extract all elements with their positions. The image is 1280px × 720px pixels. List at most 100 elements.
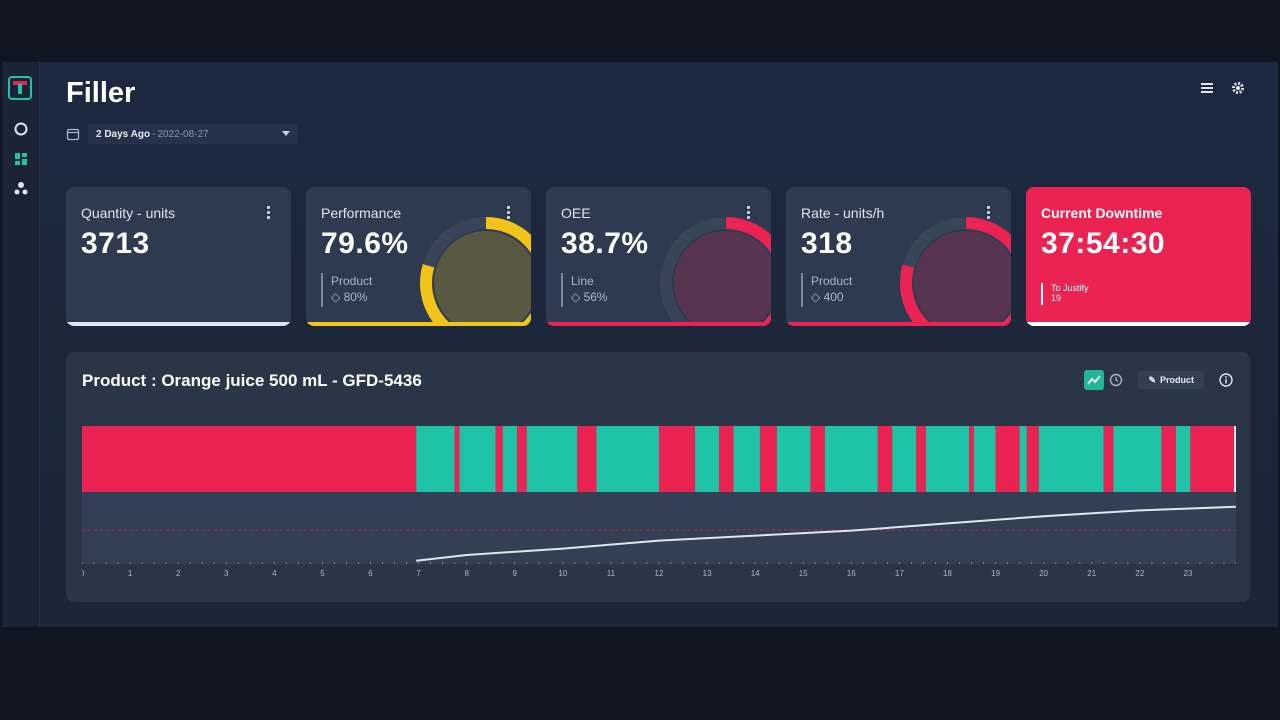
letterbox-top xyxy=(0,0,1280,62)
sidebar xyxy=(2,62,40,627)
gauge-arc xyxy=(420,217,531,326)
timeline-segment-stopped[interactable] xyxy=(719,426,734,492)
timeline-segment-stopped[interactable] xyxy=(517,426,527,492)
kpi-label: Rate - units/h xyxy=(801,205,885,221)
timeline-segment-stopped[interactable] xyxy=(995,426,1020,492)
production-timeline[interactable] xyxy=(82,426,1236,492)
date-range-value: 2022-08-27 xyxy=(157,128,209,140)
kebab-menu-icon[interactable] xyxy=(747,206,751,220)
kebab-menu-icon[interactable] xyxy=(267,206,271,220)
gear-icon[interactable] xyxy=(1230,80,1246,96)
kpi-card-performance[interactable]: Performance 79.6% Product ◇ 80% xyxy=(306,187,531,326)
timeline-segment-running[interactable] xyxy=(925,426,970,492)
timeline-segment-stopped[interactable] xyxy=(82,426,417,492)
x-tick-label: 17 xyxy=(895,569,904,578)
timeline-segment-running[interactable] xyxy=(526,426,578,492)
kpi-status-bar xyxy=(66,322,291,326)
timeline-segment-stopped[interactable] xyxy=(759,426,777,492)
cumulative-chart xyxy=(82,492,1236,564)
x-tick-label: 12 xyxy=(655,569,664,578)
date-filter-row: 2 Days Ago - 2022-08-27 xyxy=(66,124,298,144)
date-separator: - xyxy=(152,128,156,140)
date-range-label: 2 Days Ago xyxy=(96,128,151,140)
kpi-card-quantity[interactable]: Quantity - units 3713 xyxy=(66,187,291,326)
timeline-segment-running[interactable] xyxy=(1113,426,1162,492)
app-window: Filler 2 Days Ago - 2022-08-27 Quantity … xyxy=(2,62,1278,627)
x-tick-label: 22 xyxy=(1135,569,1144,578)
product-button[interactable]: ✎ Product xyxy=(1138,371,1204,389)
panel-title: Product : Orange juice 500 mL - GFD-5436 xyxy=(82,371,422,390)
timeline-segment-stopped[interactable] xyxy=(916,426,926,492)
timeline-segment-running[interactable] xyxy=(824,426,878,492)
x-tick-label: 23 xyxy=(1183,569,1192,578)
timeline-segment-running[interactable] xyxy=(459,426,496,492)
timeline-segment-running[interactable] xyxy=(695,426,720,492)
timeline-segment-running[interactable] xyxy=(733,426,760,492)
kpi-target-value: ◇ 56% xyxy=(571,290,608,304)
kebab-menu-icon[interactable] xyxy=(507,206,511,220)
x-tick-label: 3 xyxy=(224,569,229,578)
kpi-status-bar xyxy=(546,322,771,326)
timeline-segment-stopped[interactable] xyxy=(1161,426,1176,492)
timeline-segment-stopped[interactable] xyxy=(877,426,893,492)
x-tick-label: 16 xyxy=(847,569,856,578)
kpi-target: Product ◇ 400 xyxy=(801,273,852,307)
history-icon[interactable] xyxy=(1108,372,1124,388)
main-content: Filler 2 Days Ago - 2022-08-27 Quantity … xyxy=(40,62,1278,627)
timeline-segment-running[interactable] xyxy=(502,426,518,492)
kpi-status-bar xyxy=(1026,322,1251,326)
circle-icon[interactable] xyxy=(13,121,29,137)
gauge-arc xyxy=(900,217,1011,326)
kebab-menu-icon[interactable] xyxy=(987,206,991,220)
kpi-to-justify: To Justify 19 xyxy=(1041,283,1089,305)
kpi-status-bar xyxy=(306,322,531,326)
x-tick-label: 15 xyxy=(799,569,808,578)
timeline-segment-stopped[interactable] xyxy=(577,426,597,492)
x-tick-label: 18 xyxy=(943,569,952,578)
timeline-segment-running[interactable] xyxy=(973,426,996,492)
gauge-disc xyxy=(914,231,1011,326)
timeline-segment-stopped[interactable] xyxy=(454,426,460,492)
letterbox-bottom xyxy=(0,627,1280,720)
kpi-value: 38.7% xyxy=(561,227,649,260)
kpi-card-rate[interactable]: Rate - units/h 318 Product ◇ 400 xyxy=(786,187,1011,326)
gauge-disc xyxy=(434,231,531,326)
timeline-segment-stopped[interactable] xyxy=(1103,426,1114,492)
users-icon[interactable] xyxy=(13,180,29,196)
timeline-segment-running[interactable] xyxy=(892,426,917,492)
timeline-segment-stopped[interactable] xyxy=(495,426,503,492)
timeline-segment-running[interactable] xyxy=(1038,426,1104,492)
timeline-segment-running[interactable] xyxy=(596,426,659,492)
menu-icon[interactable] xyxy=(1199,80,1215,96)
current-time-marker xyxy=(1234,426,1236,492)
calendar-icon[interactable] xyxy=(66,127,80,141)
timeline-segment-stopped[interactable] xyxy=(659,426,696,492)
kpi-target-label: Product xyxy=(811,274,853,288)
timeline-segment-running[interactable] xyxy=(1019,426,1027,492)
gauge-ring xyxy=(900,217,1011,326)
trend-chart-icon[interactable] xyxy=(1084,370,1105,390)
info-icon[interactable] xyxy=(1218,372,1234,388)
timeline-segment-running[interactable] xyxy=(776,426,811,492)
x-tick-label: 6 xyxy=(368,569,373,578)
timeline-segment-stopped[interactable] xyxy=(1026,426,1039,492)
product-timeline-panel: Product : Orange juice 500 mL - GFD-5436… xyxy=(66,352,1250,602)
kpi-target-label: Product xyxy=(331,274,373,288)
kpi-target-label: Line xyxy=(571,274,594,288)
x-tick-label: 0 xyxy=(82,569,85,578)
timeline-segment-stopped[interactable] xyxy=(810,426,825,492)
timeline-segment-running[interactable] xyxy=(416,426,455,492)
date-range-select[interactable]: 2 Days Ago - 2022-08-27 xyxy=(88,124,298,144)
kpi-card-current-downtime[interactable]: Current Downtime 37:54:30 To Justify 19 xyxy=(1026,187,1251,326)
timeline-segment-stopped[interactable] xyxy=(969,426,974,492)
kpi-target: Product ◇ 80% xyxy=(321,273,372,307)
dashboard-icon[interactable] xyxy=(13,151,29,167)
app-logo[interactable] xyxy=(8,76,32,100)
timeline-segment-running[interactable] xyxy=(1175,426,1191,492)
kpi-card-oee[interactable]: OEE 38.7% Line ◇ 56% xyxy=(546,187,771,326)
x-tick-label: 13 xyxy=(703,569,712,578)
x-tick-label: 21 xyxy=(1087,569,1096,578)
timeline-segment-stopped[interactable] xyxy=(1190,426,1236,492)
page-title: Filler xyxy=(66,77,136,109)
kpi-to-justify-value: 19 xyxy=(1051,293,1062,303)
